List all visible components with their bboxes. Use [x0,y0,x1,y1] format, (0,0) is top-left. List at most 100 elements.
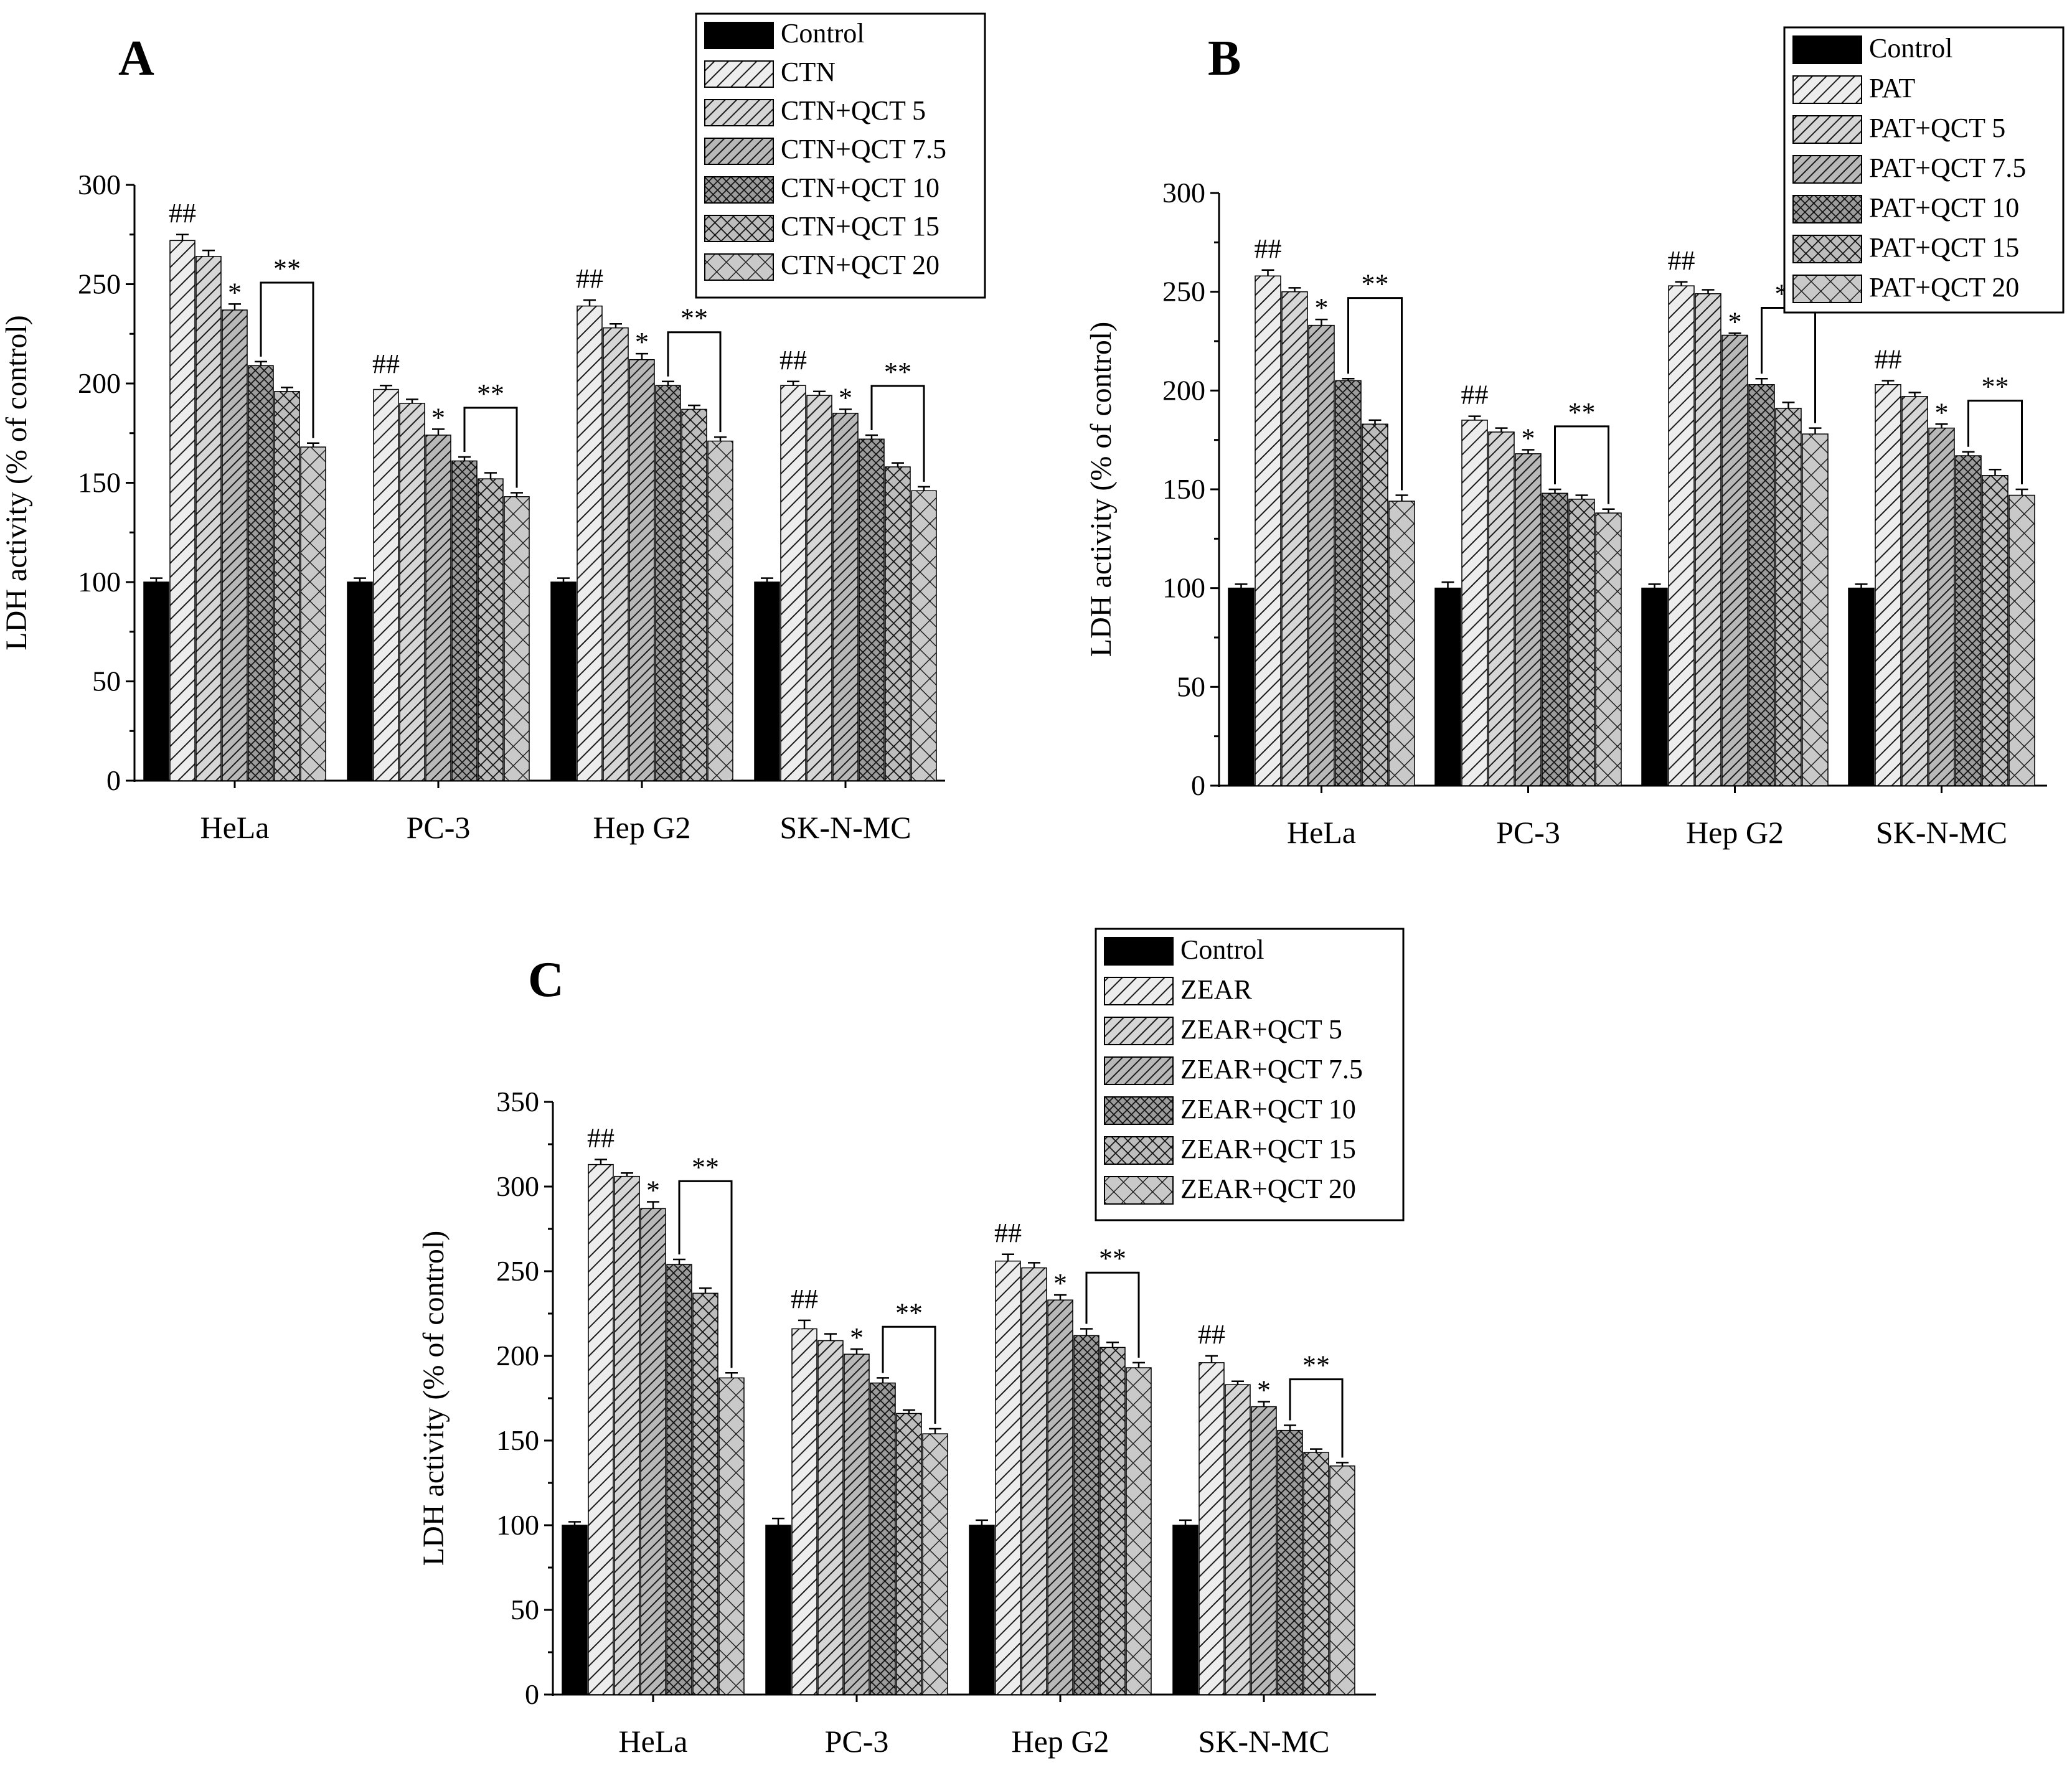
chart-panel-c: C 0 50 100 150 200 250 300 350 LDH activity (% of… [417,928,1405,1759]
bar-pat-qct-20 [1388,501,1415,786]
legend-swatch [1104,937,1174,966]
bar-pat-qct-7-5 [1515,453,1542,786]
y-tick-label: 250 [1162,276,1205,308]
significance-hash-label: ## [1255,233,1282,264]
legend-label: ZEAR [1180,974,1253,1005]
legend-swatch [1792,195,1862,223]
bar-ctn-qct-10 [655,385,681,781]
legend-label: CTN+QCT 15 [781,211,939,242]
bar-zear-qct-10 [666,1264,692,1695]
bar-zear-qct-15 [896,1413,922,1695]
legend-label: ZEAR+QCT 15 [1180,1134,1356,1164]
bar-zear-qct-5 [614,1175,640,1695]
legend-swatch [1104,1017,1174,1045]
significance-hash-label: ## [1875,344,1902,374]
bar-pat-qct-15 [1362,423,1388,786]
bar-pat-qct-15 [1775,408,1802,786]
significance-star-label: * [635,327,649,357]
bar-zear-qct-5 [817,1340,844,1695]
significance-star-label: * [228,277,242,308]
legend-label: Control [1180,934,1264,965]
bar-ctn-qct-20 [911,490,937,781]
x-tick-label: PC-3 [407,810,471,845]
bar-ctn-qct-20 [707,440,733,781]
x-tick-label: HeLa [618,1724,687,1759]
significance-star-label: * [1728,306,1742,337]
bar-pat-qct-7-5 [1928,427,1955,786]
bar-ctn [577,305,603,781]
significance-hash-label: ## [576,263,603,294]
bar-control [550,581,577,781]
y-tick-label: 300 [1162,177,1205,209]
significance-star-label: * [431,402,445,433]
y-tick-label: 100 [78,566,121,598]
x-tick-label: SK-N-MC [779,810,911,845]
bar-control [754,581,780,781]
bar-zear [1198,1362,1225,1695]
x-tick-label: PC-3 [825,1724,889,1759]
bar-ctn-qct-10 [451,460,478,781]
y-tick-label: 150 [496,1424,539,1456]
legend-swatch [1792,35,1862,64]
bar-zear [588,1164,614,1695]
significance-double-star-label: ** [1362,269,1389,299]
bar-ctn-qct-10 [248,365,274,781]
y-tick-label: 50 [92,665,121,697]
significance-double-star-label: ** [1099,1243,1126,1274]
significance-bracket [1347,297,1403,491]
significance-double-star-label: ** [1302,1350,1330,1381]
legend-swatch [1104,1176,1174,1205]
y-tick-label: 350 [496,1086,539,1117]
bar-zear-qct-20 [718,1377,745,1695]
bar-zear-qct-5 [1021,1267,1047,1695]
y-tick-label: 100 [1162,572,1205,604]
legend-swatch [704,60,774,88]
bar-ctn-qct-5 [195,256,222,781]
legend-swatch [1792,235,1862,263]
y-tick-label: 300 [78,169,121,200]
legend-swatch [1792,115,1862,144]
significance-bracket [870,385,925,482]
bar-control [1641,587,1668,786]
bar-control [1172,1525,1198,1695]
significance-star-label: * [1522,423,1535,454]
significance-double-star-label: ** [477,379,504,409]
chart-panel-a: A 0 50 100 150 200 250 300 LDH activity (% of co… [0,12,986,845]
legend-label: Control [1869,33,1952,63]
x-tick-label: SK-N-MC [1198,1724,1329,1759]
legend-swatch [1792,75,1862,104]
significance-hash-label: ## [779,345,807,375]
legend-swatch [704,99,774,126]
significance-bracket [1554,425,1609,504]
legend-swatch [1792,155,1862,184]
bar-ctn-qct-5 [399,403,425,781]
significance-star-label: * [1315,293,1329,323]
bar-zear-qct-7-5 [844,1353,870,1695]
y-tick-label: 0 [1191,769,1205,801]
legend-swatch [704,215,774,242]
legend-swatch [704,253,774,281]
x-tick-label: HeLa [1287,815,1356,850]
legend-label: CTN+QCT 10 [781,172,939,203]
x-tick-label: Hep G2 [1012,1724,1109,1759]
bar-pat-qct-20 [1802,433,1829,786]
bar-pat-qct-7-5 [1308,324,1335,786]
significance-double-star-label: ** [895,1297,923,1328]
significance-star-label: * [850,1322,864,1353]
y-axis-title: LDH activity (% of control) [1085,322,1118,657]
y-tick-label: 200 [78,367,121,399]
bar-pat [1668,285,1695,786]
bar-ctn-qct-7-5 [222,309,248,781]
significance-hash-label: ## [372,349,400,379]
bar-pat-qct-15 [1982,475,2008,786]
legend-label: PAT+QCT 7.5 [1869,153,2026,183]
y-tick-label: 50 [1177,670,1205,702]
significance-double-star-label: ** [1982,372,2009,402]
significance-hash-label: ## [169,198,196,228]
legend-label: ZEAR+QCT 20 [1180,1173,1356,1204]
bar-control [1228,587,1255,786]
bar-pat-qct-5 [1695,293,1721,786]
legend-label: ZEAR+QCT 10 [1180,1094,1356,1124]
bar-pat-qct-7-5 [1721,334,1748,786]
legend-swatch [704,22,774,49]
